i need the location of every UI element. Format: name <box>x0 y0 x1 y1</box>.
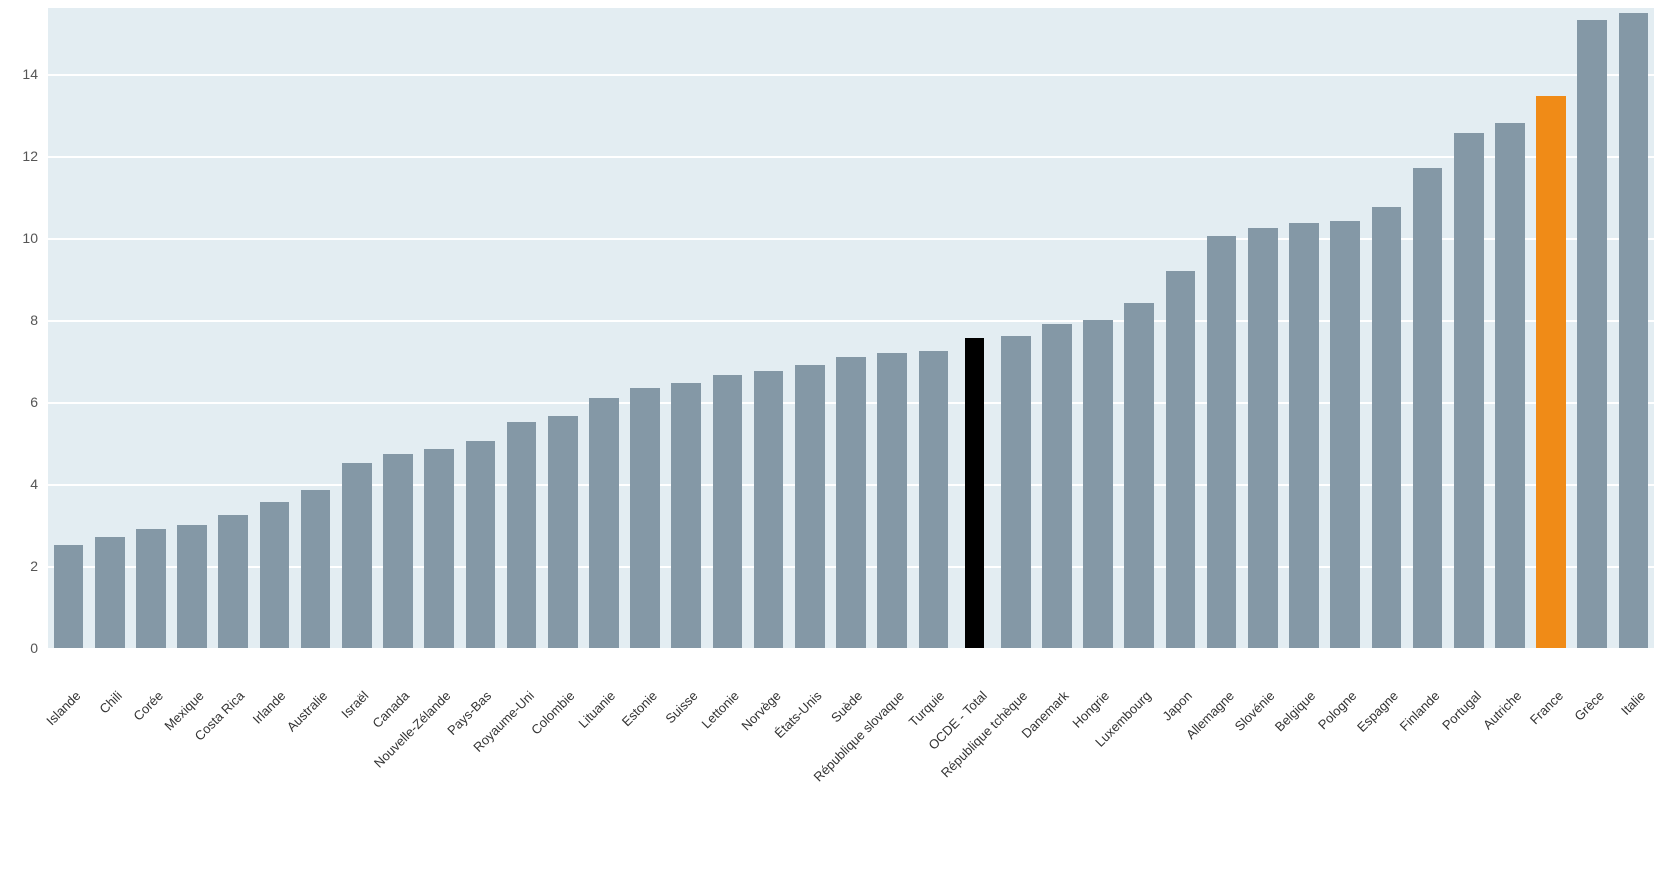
x-tick-label: Estonie <box>619 688 660 729</box>
bar <box>424 449 454 648</box>
bar <box>589 398 619 648</box>
x-tick-label: Australie <box>283 688 329 734</box>
bar <box>1413 168 1443 648</box>
x-tick-label: Grèce <box>1572 688 1608 724</box>
bar <box>342 463 372 648</box>
bar <box>218 515 248 648</box>
bar <box>754 371 784 648</box>
x-tick-label: Chili <box>96 688 124 716</box>
bar <box>1495 123 1525 648</box>
x-tick-label: Turquie <box>906 688 947 729</box>
bar <box>548 416 578 648</box>
bar <box>301 490 331 648</box>
x-tick-label: Israël <box>338 688 371 721</box>
bar <box>919 351 949 648</box>
x-tick-label: Japon <box>1160 688 1196 724</box>
bar <box>965 338 983 648</box>
bar-chart: 02468101214 IslandeChiliCoréeMexiqueCost… <box>0 0 1664 884</box>
y-tick-label: 0 <box>0 640 38 656</box>
bar <box>1083 320 1113 648</box>
bar <box>1207 236 1237 648</box>
bar <box>1619 13 1649 648</box>
x-tick-label: Pologne <box>1315 688 1359 732</box>
bar <box>54 545 84 648</box>
y-tick-label: 12 <box>0 148 38 164</box>
y-tick-label: 8 <box>0 312 38 328</box>
bar <box>1248 228 1278 649</box>
bar <box>383 454 413 648</box>
bar <box>1536 96 1566 648</box>
plot-area <box>48 8 1654 648</box>
x-tick-label: Islande <box>43 688 83 728</box>
bars <box>48 8 1654 648</box>
x-tick-label: France <box>1527 688 1566 727</box>
bar <box>1372 207 1402 648</box>
bar <box>260 502 290 648</box>
bar <box>507 422 537 648</box>
bar <box>795 365 825 648</box>
x-tick-label: Lituanie <box>575 688 618 731</box>
gridline <box>48 648 1654 650</box>
bar <box>177 525 207 648</box>
bar <box>877 353 907 648</box>
x-tick-label: Portugal <box>1439 688 1484 733</box>
bar <box>466 441 496 648</box>
x-tick-label: Slovénie <box>1231 688 1277 734</box>
bar <box>1289 223 1319 648</box>
bar <box>1454 133 1484 648</box>
bar <box>1577 20 1607 649</box>
bar <box>713 375 743 648</box>
bar <box>1166 271 1196 648</box>
bar <box>630 388 660 649</box>
bar <box>1001 336 1031 648</box>
x-tick-label: Belgique <box>1272 688 1318 734</box>
bar <box>671 383 701 648</box>
x-tick-label: Finlande <box>1396 688 1442 734</box>
bar <box>1124 303 1154 648</box>
x-tick-label: Irlande <box>250 688 289 727</box>
y-tick-label: 2 <box>0 558 38 574</box>
y-tick-label: 14 <box>0 66 38 82</box>
x-tick-label: Lettonie <box>699 688 742 731</box>
bar <box>836 357 866 648</box>
y-tick-label: 10 <box>0 230 38 246</box>
y-tick-label: 4 <box>0 476 38 492</box>
bar <box>1042 324 1072 648</box>
x-tick-label: Espagne <box>1354 688 1401 735</box>
x-tick-label: Suisse <box>663 688 701 726</box>
x-tick-label: Nouvelle-Zélande <box>371 688 454 771</box>
bar <box>136 529 166 648</box>
bar <box>95 537 125 648</box>
bar <box>1330 221 1360 648</box>
x-tick-label: Autriche <box>1480 688 1524 732</box>
x-tick-label: Colombie <box>528 688 577 737</box>
x-tick-label: Suède <box>828 688 865 725</box>
x-tick-label: Italie <box>1618 688 1648 718</box>
y-tick-label: 6 <box>0 394 38 410</box>
x-tick-label: Corée <box>130 688 166 724</box>
